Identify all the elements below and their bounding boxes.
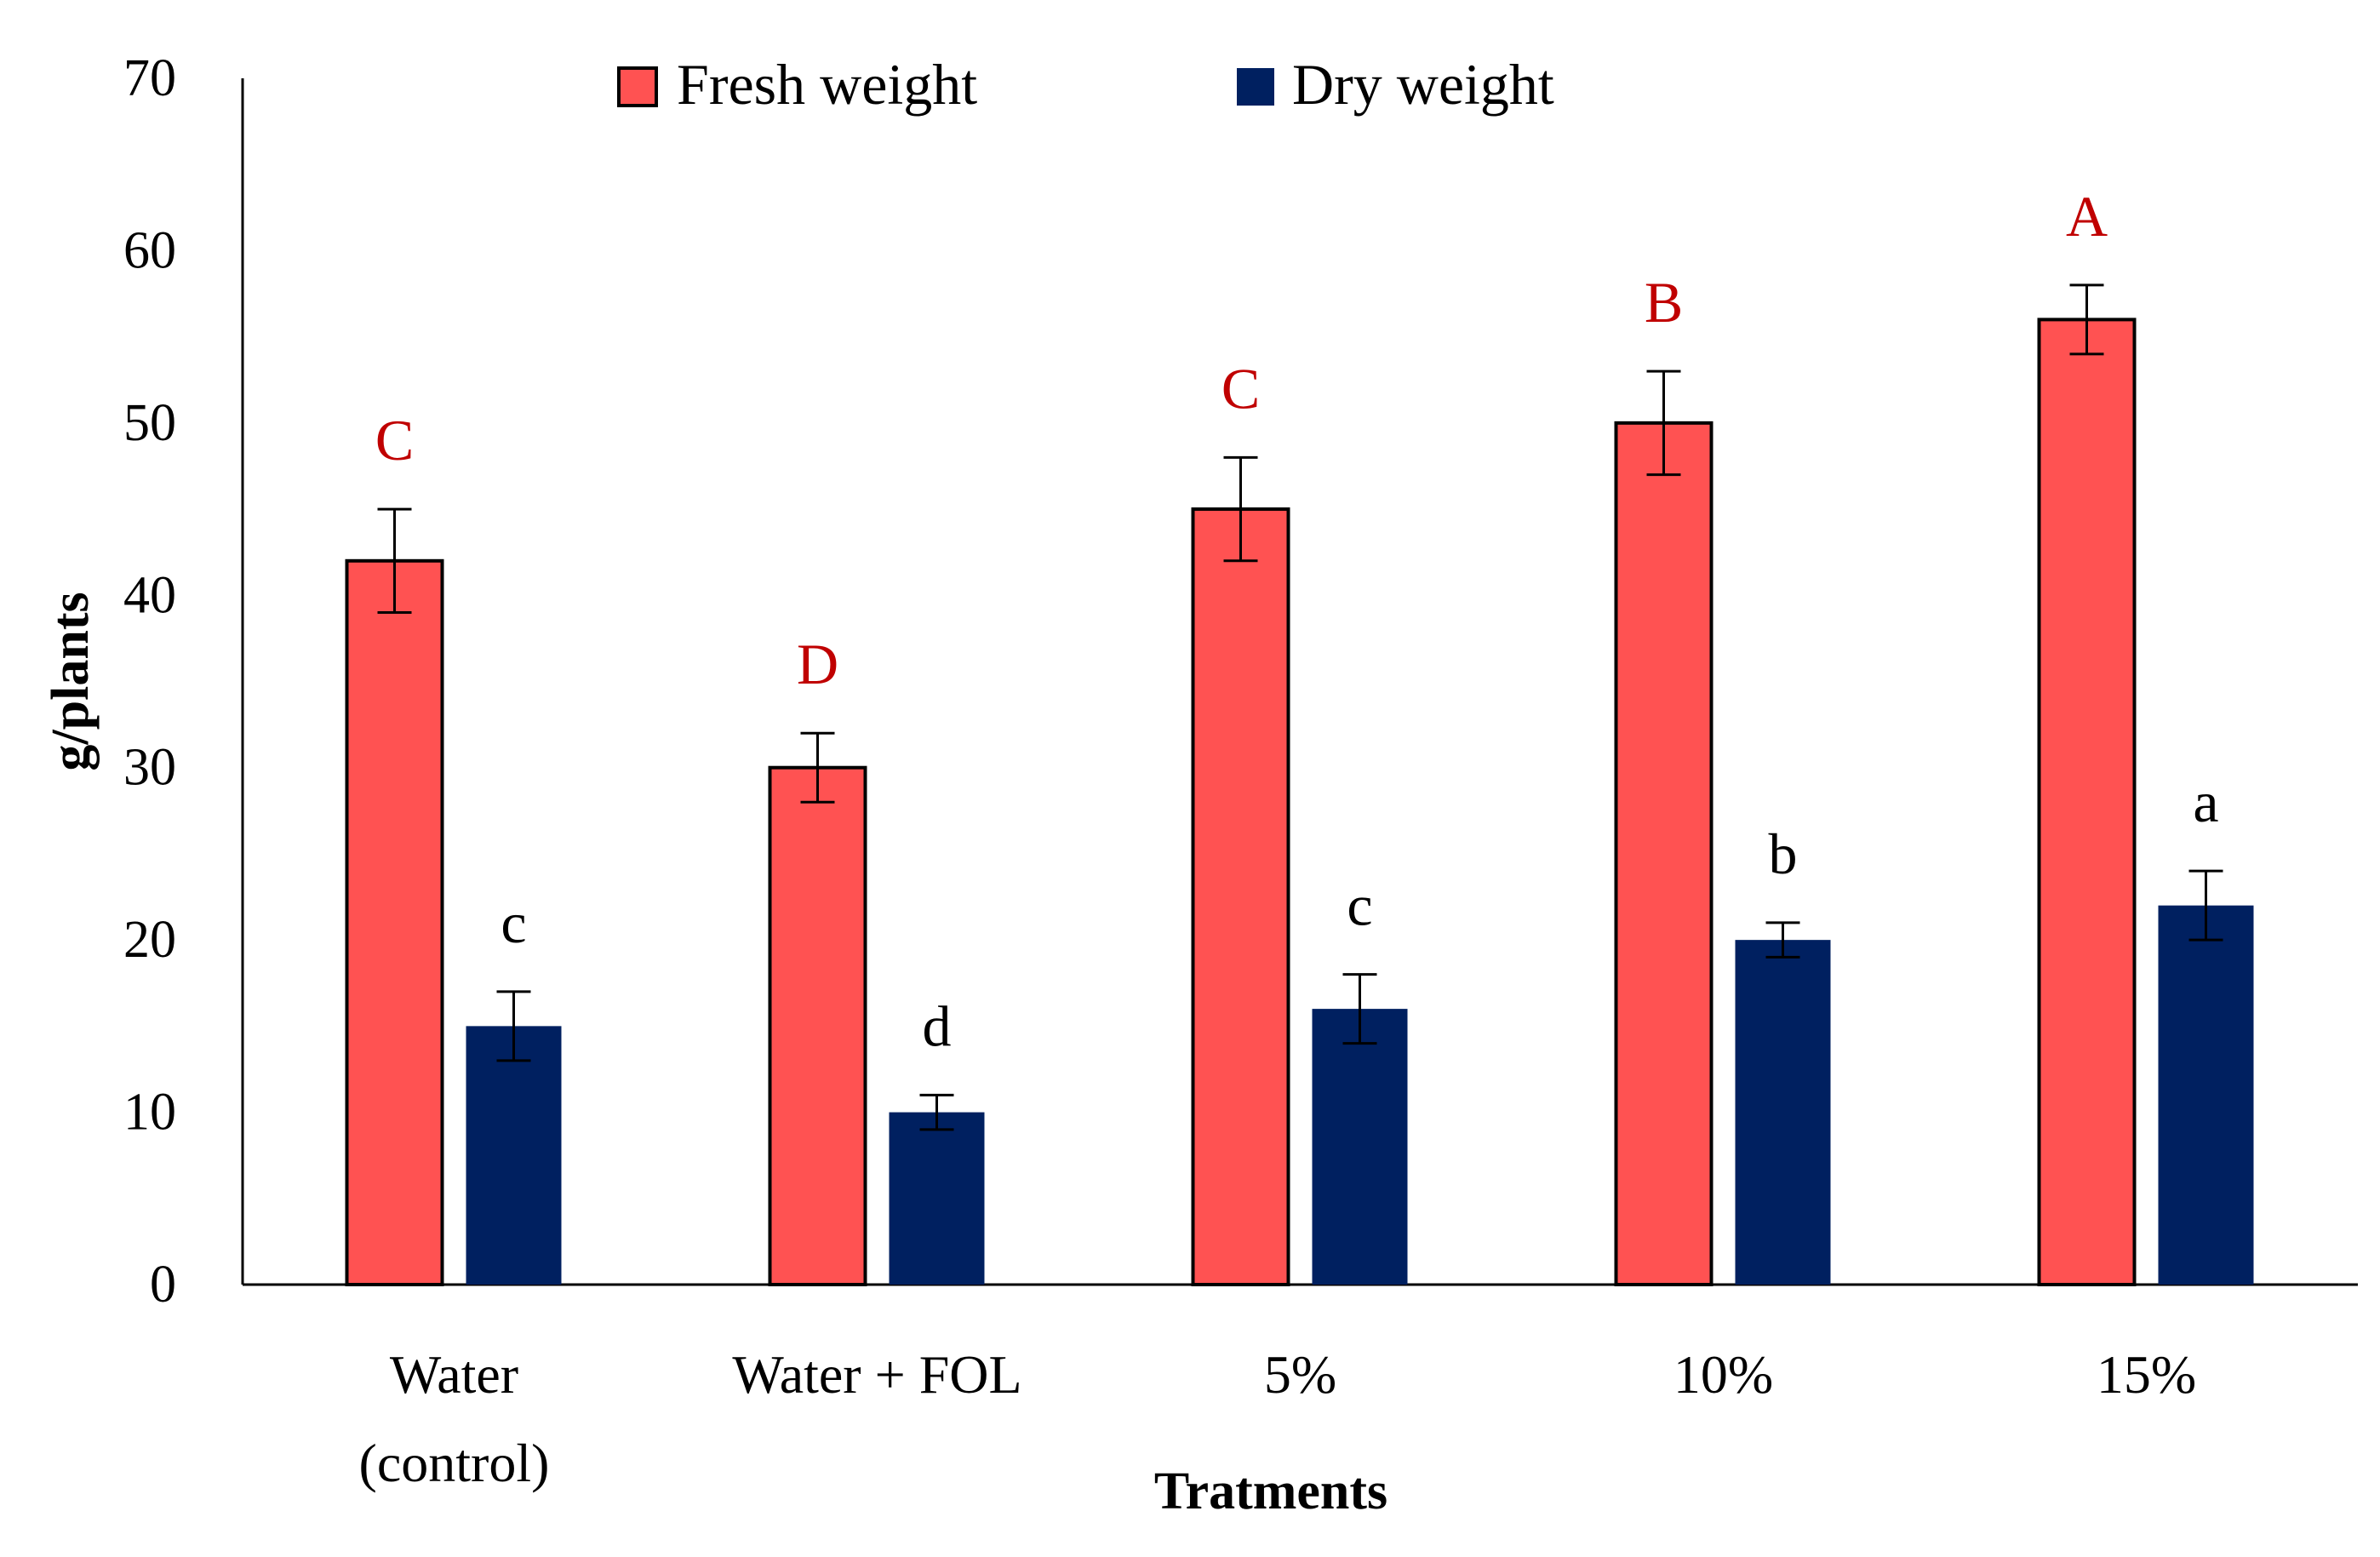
y-tick-label: 60	[123, 221, 176, 279]
bar-dry-2	[1312, 1009, 1408, 1285]
legend-swatch-dry	[1237, 68, 1274, 106]
bar-fresh-2	[1191, 507, 1290, 1286]
significance-letter: A	[2066, 184, 2108, 249]
x-tick-label: Water	[390, 1344, 518, 1405]
significance-letter: C	[375, 408, 414, 472]
significance-letter: b	[1769, 821, 1798, 886]
x-axis-title: Tratments	[1154, 1463, 1387, 1520]
y-tick-label: 70	[123, 49, 176, 107]
x-tick-label: Water + FOL	[732, 1344, 1021, 1405]
significance-letter: d	[923, 993, 952, 1058]
x-tick-label: 5%	[1264, 1344, 1336, 1405]
y-axis-title: g/plants	[42, 592, 100, 770]
bar-fresh-4	[2037, 318, 2137, 1286]
y-tick-label: 0	[150, 1256, 176, 1314]
y-tick-label: 50	[123, 394, 176, 452]
bar-dry-3	[1735, 940, 1831, 1285]
x-tick-label: (control)	[359, 1433, 550, 1493]
bar-fresh-3	[1614, 421, 1713, 1287]
bar-dry-0	[466, 1026, 562, 1285]
significance-letter: c	[501, 890, 526, 955]
significance-letter: D	[797, 632, 838, 696]
bar-fresh-0	[345, 558, 444, 1286]
significance-letter: B	[1645, 270, 1683, 335]
legend-swatch-fresh	[617, 66, 658, 107]
y-tick-label: 30	[123, 739, 176, 797]
significance-letter: C	[1221, 356, 1260, 421]
x-tick-label: 10%	[1673, 1344, 1773, 1405]
significance-letter: a	[2193, 770, 2218, 834]
bar-fresh-1	[768, 765, 867, 1286]
significance-letter: c	[1347, 873, 1372, 938]
x-tick-label: 15%	[2097, 1344, 2196, 1405]
legend-label-dry: Dry weight	[1292, 52, 1554, 117]
bar-dry-1	[889, 1112, 985, 1285]
legend-label-fresh: Fresh weight	[677, 52, 977, 117]
y-tick-label: 40	[123, 566, 176, 624]
y-tick-label: 10	[123, 1084, 176, 1142]
y-tick-label: 20	[123, 911, 176, 969]
bar-dry-4	[2158, 905, 2254, 1285]
